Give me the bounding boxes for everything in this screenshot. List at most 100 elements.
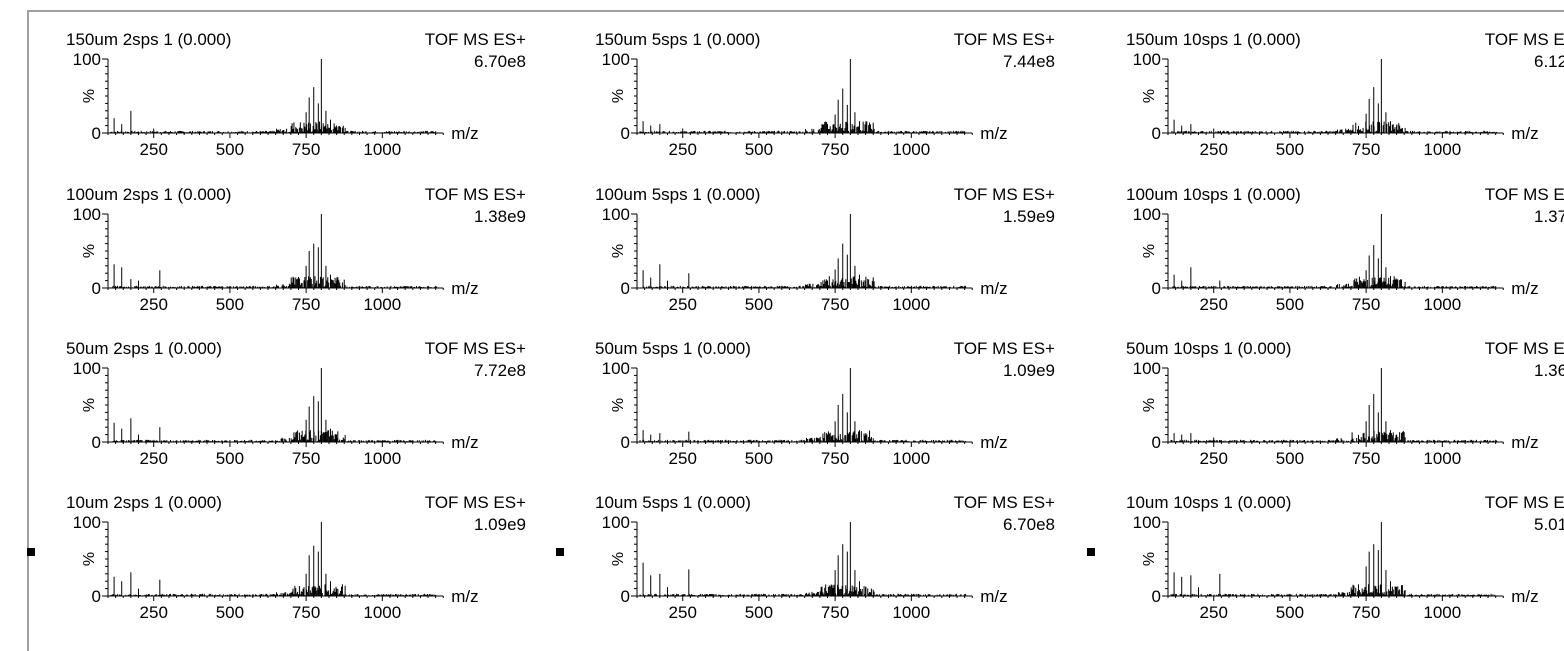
x-tick-label: 1000 [363, 295, 401, 314]
spectrum-title: 50um 2sps 1 (0.000) [66, 339, 222, 358]
y-axis-label: % [81, 89, 98, 103]
y-tick-label: 0 [621, 433, 630, 452]
x-axis-label: m/z [1511, 433, 1538, 452]
base-peak-intensity: 6.70e8 [474, 52, 526, 71]
x-tick-label: 1000 [1423, 449, 1461, 468]
y-axis-label: % [610, 398, 627, 412]
y-tick-label: 100 [73, 205, 101, 224]
y-tick-label: 0 [621, 279, 630, 298]
x-axis-label: m/z [451, 279, 478, 298]
scan-mode-label: TOF MS ES+ [1484, 493, 1564, 512]
y-tick-label: 0 [1152, 124, 1161, 143]
x-tick-label: 250 [140, 449, 168, 468]
spectrum-title: 100um 5sps 1 (0.000) [595, 185, 761, 204]
base-peak-intensity: 6.12e8 [1534, 52, 1564, 71]
spectrum-title: 10um 5sps 1 (0.000) [595, 493, 751, 512]
x-tick-label: 750 [1352, 449, 1380, 468]
x-tick-label: 1000 [363, 449, 401, 468]
scan-mode-label: TOF MS ES+ [424, 493, 526, 512]
y-tick-label: 100 [73, 359, 101, 378]
base-peak-intensity: 1.38e9 [474, 207, 526, 226]
x-tick-label: 500 [745, 295, 773, 314]
spectrum-panel: 50um 2sps 1 (0.000) TOF MS ES+ 7.72e8 100 0%… [28, 314, 528, 468]
x-tick-label: 250 [669, 140, 697, 159]
base-peak-intensity: 5.01e8 [1534, 515, 1564, 534]
y-axis-label: % [81, 552, 98, 566]
spectrum-panel: 50um 10sps 1 (0.000)TOF MS ES+1.36e91000… [1088, 314, 1564, 468]
x-tick-label: 500 [745, 449, 773, 468]
spectrum-title: 10um 2sps 1 (0.000) [66, 493, 222, 512]
x-tick-label: 500 [216, 603, 244, 622]
spectrum-title: 10um 10sps 1 (0.000) [1126, 493, 1292, 512]
base-peak-intensity: 7.44e8 [1003, 52, 1055, 71]
scan-mode-label: TOF MS ES+ [1484, 339, 1564, 358]
spectrum-title: 100um 10sps 1 (0.000) [1126, 185, 1301, 204]
y-axis-label: % [610, 89, 627, 103]
scan-mode-label: TOF MS ES+ [1484, 185, 1564, 204]
scan-mode-label: TOF MS ES+ [1484, 30, 1564, 49]
scan-mode-label: TOF MS ES+ [424, 30, 526, 49]
spectrum-title: 150um 5sps 1 (0.000) [595, 30, 761, 49]
x-tick-label: 500 [216, 140, 244, 159]
y-tick-label: 0 [92, 279, 101, 298]
y-tick-label: 100 [73, 50, 101, 69]
x-tick-label: 1000 [1423, 603, 1461, 622]
scan-mode-label: TOF MS ES+ [953, 185, 1055, 204]
panel-marker [27, 548, 35, 556]
x-tick-label: 250 [669, 295, 697, 314]
x-tick-label: 250 [140, 140, 168, 159]
x-axis-label: m/z [980, 124, 1007, 143]
spectrum-title: 100um 2sps 1 (0.000) [66, 185, 232, 204]
y-axis-label: % [1141, 244, 1158, 258]
y-tick-label: 100 [602, 205, 630, 224]
chart-frame [27, 10, 1564, 651]
spectrum-panel: 10um 2sps 1 (0.000) TOF MS ES+ 1.09e9 100 0%… [27, 468, 528, 622]
x-tick-label: 750 [821, 449, 849, 468]
x-tick-label: 500 [216, 449, 244, 468]
y-axis-label: % [81, 244, 98, 258]
y-axis-label: % [610, 244, 627, 258]
y-tick-label: 100 [602, 359, 630, 378]
x-tick-label: 250 [669, 449, 697, 468]
x-axis-label: m/z [451, 433, 478, 452]
panel-marker [1087, 548, 1095, 556]
x-tick-label: 250 [1200, 449, 1228, 468]
spectrum-title: 150um 2sps 1 (0.000) [66, 30, 232, 49]
spectrum-panel: 50um 5sps 1 (0.000) TOF MS ES+ 1.09e9 100 0%… [557, 314, 1057, 468]
x-tick-label: 1000 [892, 295, 930, 314]
y-axis-label: % [1141, 89, 1158, 103]
base-peak-intensity: 1.09e9 [474, 515, 526, 534]
y-tick-label: 0 [1152, 433, 1161, 452]
panel-marker [556, 548, 564, 556]
x-tick-label: 500 [1276, 140, 1304, 159]
x-tick-label: 500 [745, 603, 773, 622]
scan-mode-label: TOF MS ES+ [953, 30, 1055, 49]
base-peak-intensity: 6.70e8 [1003, 515, 1055, 534]
y-tick-label: 0 [1152, 279, 1161, 298]
spectrum-panel: 100um 2sps 1 (0.000) TOF MS ES+ 1.38e9 100 0… [28, 160, 528, 314]
x-tick-label: 750 [1352, 295, 1380, 314]
spectrum-title: 50um 5sps 1 (0.000) [595, 339, 751, 358]
x-tick-label: 1000 [892, 140, 930, 159]
x-axis-label: m/z [1511, 587, 1538, 606]
spectrum-panel: 150um 2sps 1 (0.000) TOF MS ES+ 6.70e8 100 0… [28, 5, 528, 159]
x-tick-label: 750 [292, 295, 320, 314]
base-peak-intensity: 1.36e9 [1534, 361, 1564, 380]
x-tick-label: 750 [821, 603, 849, 622]
spectrum-title: 150um 10sps 1 (0.000) [1126, 30, 1301, 49]
x-tick-label: 1000 [892, 449, 930, 468]
scan-mode-label: TOF MS ES+ [953, 493, 1055, 512]
x-tick-label: 1000 [363, 140, 401, 159]
y-tick-label: 0 [621, 124, 630, 143]
y-axis-label: % [1141, 552, 1158, 566]
y-tick-label: 0 [92, 124, 101, 143]
x-tick-label: 750 [821, 140, 849, 159]
y-axis-label: % [1141, 398, 1158, 412]
x-tick-label: 1000 [363, 603, 401, 622]
